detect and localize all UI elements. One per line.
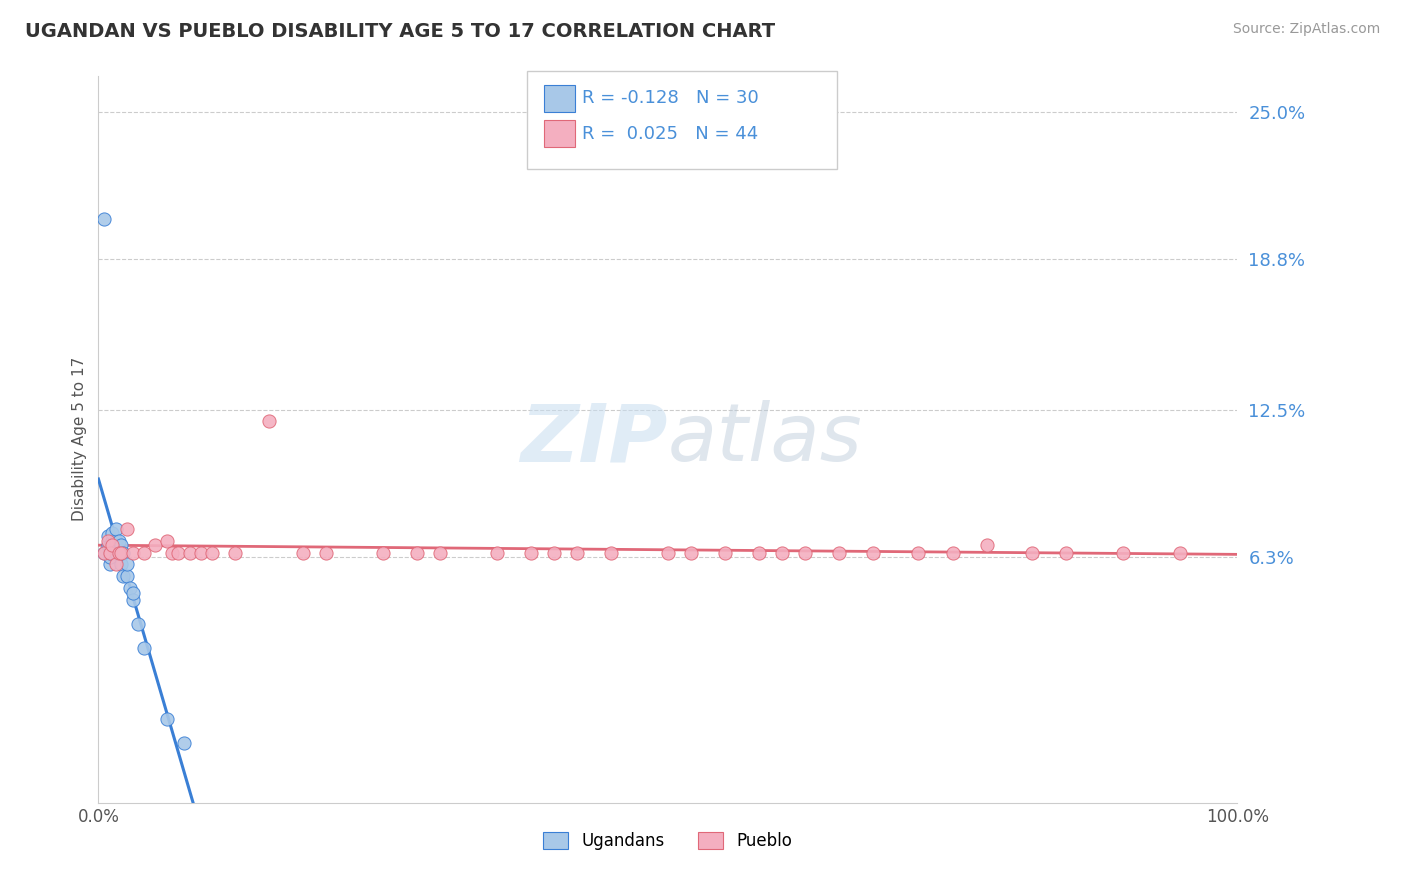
Point: [942, 545, 965, 559]
Point: [201, 545, 224, 559]
Point: [543, 545, 565, 559]
Point: [190, 545, 212, 559]
Point: [104, 558, 127, 572]
Point: [115, 522, 138, 536]
Point: [179, 545, 201, 559]
Point: [104, 522, 127, 536]
Point: [600, 545, 623, 559]
Point: [565, 545, 588, 559]
Point: [167, 545, 190, 559]
Point: [156, 712, 179, 726]
Point: [104, 545, 127, 559]
Point: [679, 545, 702, 559]
Point: [907, 545, 929, 559]
Point: [406, 545, 429, 559]
Text: R = -0.128   N = 30: R = -0.128 N = 30: [582, 89, 759, 107]
Point: [101, 526, 124, 541]
Point: [173, 736, 195, 750]
Point: [714, 545, 737, 559]
Point: [121, 593, 143, 607]
Point: [108, 533, 131, 548]
Point: [110, 538, 132, 552]
Text: atlas: atlas: [668, 401, 863, 478]
Point: [1021, 545, 1043, 559]
Point: [98, 545, 121, 559]
Point: [110, 558, 132, 572]
Point: [96, 538, 118, 552]
Point: [121, 545, 143, 559]
Point: [96, 533, 118, 548]
Point: [520, 545, 543, 559]
Point: [101, 533, 124, 548]
Point: [121, 586, 143, 600]
Point: [115, 569, 138, 583]
Point: [104, 533, 127, 548]
Point: [156, 533, 179, 548]
Point: [98, 550, 121, 565]
Point: [1170, 545, 1192, 559]
Point: [862, 545, 884, 559]
Point: [748, 545, 770, 559]
Point: [486, 545, 509, 559]
Point: [132, 545, 155, 559]
Point: [127, 617, 149, 632]
Point: [93, 545, 115, 559]
Point: [101, 538, 124, 552]
Point: [98, 545, 121, 559]
Point: [828, 545, 851, 559]
Point: [429, 545, 451, 559]
Point: [1112, 545, 1135, 559]
Point: [115, 558, 138, 572]
Point: [292, 545, 315, 559]
Point: [132, 640, 155, 655]
Point: [110, 545, 132, 559]
Point: [93, 211, 115, 226]
Text: Source: ZipAtlas.com: Source: ZipAtlas.com: [1233, 22, 1381, 37]
Point: [162, 545, 184, 559]
Point: [770, 545, 793, 559]
Point: [976, 538, 998, 552]
Point: [1054, 545, 1078, 559]
Point: [93, 545, 115, 559]
Point: [112, 545, 135, 559]
Point: [224, 545, 246, 559]
Point: [112, 569, 135, 583]
Point: [98, 538, 121, 552]
Point: [371, 545, 394, 559]
Point: [108, 545, 131, 559]
Point: [108, 545, 131, 559]
Point: [793, 545, 815, 559]
Point: [110, 545, 132, 559]
Point: [145, 538, 167, 552]
Point: [259, 414, 281, 428]
Text: R =  0.025   N = 44: R = 0.025 N = 44: [582, 125, 758, 143]
Text: ZIP: ZIP: [520, 401, 668, 478]
Legend: Ugandans, Pueblo: Ugandans, Pueblo: [533, 822, 803, 860]
Point: [315, 545, 337, 559]
Text: UGANDAN VS PUEBLO DISABILITY AGE 5 TO 17 CORRELATION CHART: UGANDAN VS PUEBLO DISABILITY AGE 5 TO 17…: [25, 22, 776, 41]
Point: [120, 582, 142, 596]
Y-axis label: Disability Age 5 to 17: Disability Age 5 to 17: [72, 357, 87, 522]
Point: [657, 545, 679, 559]
Point: [96, 529, 118, 543]
Point: [98, 558, 121, 572]
Point: [104, 538, 127, 552]
